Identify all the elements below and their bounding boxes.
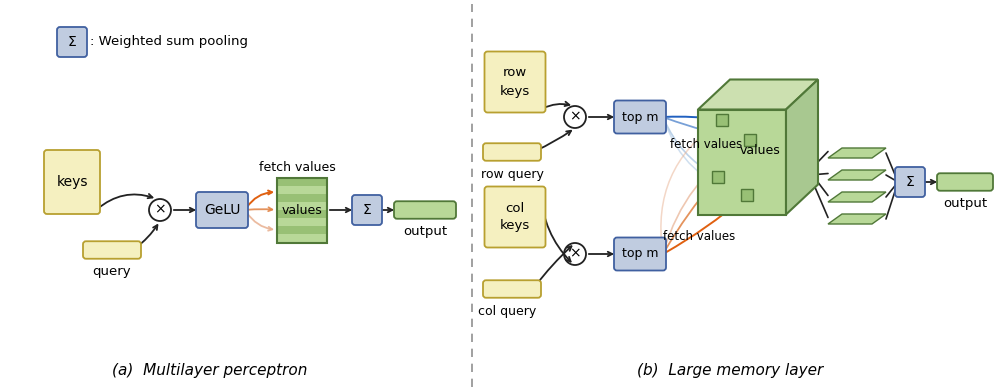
Text: row query: row query [481, 167, 543, 180]
Text: ×: × [569, 247, 581, 261]
Bar [277, 210, 327, 218]
FancyBboxPatch shape [484, 51, 546, 113]
FancyBboxPatch shape [483, 280, 541, 298]
FancyArrowPatch shape [666, 118, 745, 140]
Text: output: output [403, 225, 447, 238]
Text: values: values [282, 203, 322, 216]
FancyBboxPatch shape [44, 150, 100, 214]
FancyArrowPatch shape [247, 212, 272, 231]
Text: top m: top m [622, 247, 658, 261]
FancyArrowPatch shape [665, 198, 743, 252]
Text: query: query [93, 265, 131, 278]
FancyArrowPatch shape [536, 131, 571, 151]
FancyBboxPatch shape [83, 241, 141, 259]
Polygon shape [698, 109, 786, 214]
Bar [277, 218, 327, 226]
Text: keys: keys [500, 85, 530, 98]
FancyBboxPatch shape [483, 143, 541, 161]
Text: (b)  Large memory layer: (b) Large memory layer [637, 363, 823, 377]
Text: Σ: Σ [68, 35, 76, 49]
FancyArrowPatch shape [664, 181, 715, 252]
FancyArrowPatch shape [664, 142, 746, 251]
FancyArrowPatch shape [541, 192, 571, 261]
Text: fetch values: fetch values [670, 138, 742, 151]
Bar [744, 134, 756, 146]
Polygon shape [786, 80, 818, 214]
Polygon shape [828, 192, 886, 202]
FancyArrowPatch shape [661, 123, 718, 251]
FancyBboxPatch shape [484, 187, 546, 247]
FancyArrowPatch shape [543, 102, 569, 108]
Bar [741, 189, 753, 201]
FancyBboxPatch shape [895, 167, 925, 197]
Polygon shape [828, 214, 886, 224]
FancyBboxPatch shape [196, 192, 248, 228]
FancyArrowPatch shape [248, 207, 272, 211]
Text: Σ: Σ [906, 175, 914, 189]
FancyArrowPatch shape [247, 191, 272, 208]
Text: values: values [740, 143, 780, 156]
FancyBboxPatch shape [614, 100, 666, 134]
FancyBboxPatch shape [352, 195, 382, 225]
FancyArrowPatch shape [664, 120, 714, 175]
FancyArrowPatch shape [135, 225, 157, 249]
FancyBboxPatch shape [57, 27, 87, 57]
Bar [277, 178, 327, 243]
FancyBboxPatch shape [937, 173, 993, 191]
FancyBboxPatch shape [394, 201, 456, 219]
FancyArrowPatch shape [535, 246, 571, 287]
Text: (a)  Multilayer perceptron: (a) Multilayer perceptron [112, 363, 308, 377]
Bar [277, 226, 327, 234]
Bar [716, 114, 728, 126]
FancyArrowPatch shape [666, 117, 717, 121]
FancyBboxPatch shape [614, 238, 666, 270]
Text: GeLU: GeLU [204, 203, 240, 217]
Text: ×: × [154, 203, 166, 216]
Polygon shape [698, 80, 818, 109]
Text: keys: keys [56, 175, 88, 189]
Bar [712, 171, 724, 183]
Text: col query: col query [478, 305, 536, 318]
Bar [277, 178, 327, 186]
FancyArrowPatch shape [664, 120, 743, 195]
Text: : Weighted sum pooling: : Weighted sum pooling [90, 36, 248, 49]
Bar [277, 186, 327, 194]
Bar [277, 234, 327, 243]
Text: fetch values: fetch values [259, 161, 335, 174]
Text: row: row [503, 67, 527, 80]
Text: col: col [505, 201, 525, 214]
Polygon shape [828, 148, 886, 158]
Text: top m: top m [622, 111, 658, 123]
Text: fetch values: fetch values [663, 230, 735, 243]
Polygon shape [828, 170, 886, 180]
Text: ×: × [569, 109, 581, 123]
FancyArrowPatch shape [97, 194, 152, 209]
Bar [277, 202, 327, 210]
Text: output: output [943, 198, 987, 211]
Text: keys: keys [500, 220, 530, 232]
Bar [277, 194, 327, 202]
Text: Σ: Σ [363, 203, 371, 217]
